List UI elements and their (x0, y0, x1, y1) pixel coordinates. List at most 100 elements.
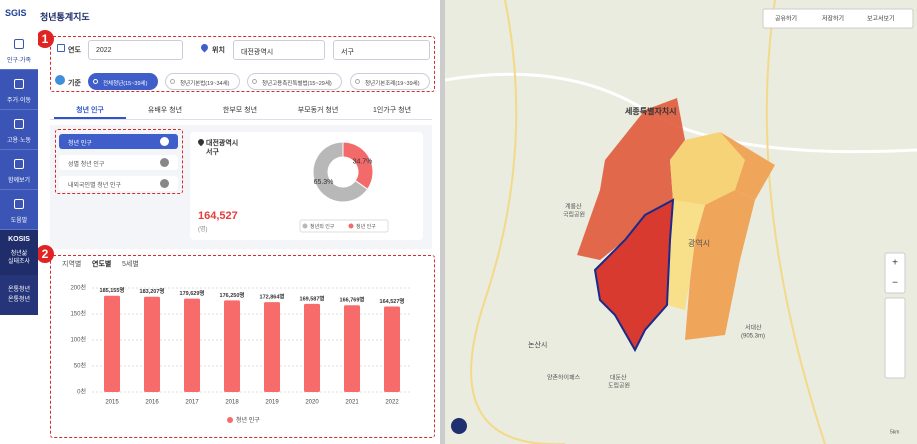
basis-option[interactable]: 청년기본법(19~34세) (165, 73, 240, 90)
district (670, 132, 745, 205)
location-label: 위치 (212, 47, 225, 54)
value-label: 179,629명 (180, 289, 205, 297)
badge: 1 (36, 30, 54, 48)
submenu-item[interactable]: 청년 인구 (59, 134, 178, 149)
x-tick-label: 2016 (145, 400, 159, 406)
sidebar-item[interactable] (0, 150, 38, 190)
basis-option[interactable]: 청년고용촉진특별법(15~29세) (247, 73, 342, 90)
kosis-label: 실태조사 (7, 259, 31, 265)
legend-label: 청년 인구 (356, 223, 376, 230)
sidebar-label[interactable]: 고용·노동 (6, 138, 32, 144)
zoom-out[interactable]: − (892, 278, 898, 289)
y-tick-label: 50천 (74, 362, 86, 370)
value-label: 176,250명 (220, 291, 245, 299)
total-unit: (명) (198, 227, 208, 233)
donut-slice (342, 141, 374, 190)
x-tick-label: 2018 (225, 400, 239, 406)
legend-swatch (302, 223, 308, 229)
tab[interactable]: 부모동거 청년 (297, 107, 339, 114)
sidebar-item[interactable] (0, 110, 38, 150)
logo: SGIS (5, 8, 27, 18)
basis-option[interactable]: 전체청년(15~39세) (88, 73, 158, 90)
tab-divider (50, 119, 432, 120)
y-tick-label: 0천 (77, 388, 86, 396)
map-label: 도립공원 (608, 382, 630, 390)
x-tick-label: 2017 (185, 400, 199, 406)
value-label: 183,207명 (140, 287, 165, 295)
submenu-item[interactable]: 성별 청년 인구 (59, 155, 178, 170)
x-tick-label: 2015 (105, 400, 119, 406)
sidebar-label[interactable]: 인구·가족 (6, 58, 32, 64)
selected-district[interactable] (593, 198, 675, 353)
donut-label: 34.7% (353, 159, 373, 166)
basis-option[interactable]: 청년기본조례(19~39세) (350, 73, 430, 90)
youth-item[interactable] (0, 275, 38, 315)
y-tick-label: 200천 (70, 284, 86, 292)
bar (344, 305, 360, 392)
report-button[interactable]: 보고서보기 (867, 15, 895, 23)
zoom-in[interactable]: + (892, 258, 898, 269)
sidebar-item[interactable] (0, 30, 38, 70)
sidebar-label[interactable]: 주거·이동 (6, 98, 32, 104)
legend-swatch (227, 417, 233, 423)
share-button[interactable]: 공유하기 (775, 15, 797, 23)
legend-swatch (348, 223, 354, 229)
sidebar-label[interactable]: 함께보기 (7, 178, 31, 184)
youth-label: 온통청년 (7, 297, 31, 303)
sidebar-item[interactable] (0, 70, 38, 110)
tab[interactable]: 청년 인구 (76, 107, 104, 114)
sidebar-icon (14, 39, 24, 49)
district-select[interactable]: 서구 (333, 40, 430, 60)
value-label: 164,527명 (380, 297, 405, 305)
bar (184, 298, 200, 392)
map-label: 대둔산 (610, 374, 627, 382)
year-label: 연도 (68, 47, 81, 54)
road (470, 0, 565, 444)
bar (264, 302, 280, 392)
bar (224, 300, 240, 392)
legend-label: 청년외 인구 (310, 223, 335, 230)
bar-chart: 0천 50천 100천 150천 200천 2015 2016 2017 2018 2019 202… (70, 284, 412, 424)
map-tools[interactable] (884, 297, 906, 379)
region-name: 대전광역시 (206, 140, 239, 147)
total-value: 164,527 (198, 210, 238, 222)
map-label: (905.3m) (741, 334, 765, 340)
donut-label: 65.3% (314, 179, 334, 186)
tab[interactable]: 한부모 청년 (222, 107, 258, 114)
calendar-icon (57, 44, 65, 52)
map-label: 논산시 (528, 340, 547, 349)
province-select[interactable]: 대전광역시 (233, 40, 325, 60)
value-label: 172,864명 (260, 293, 285, 301)
chart-tab[interactable]: 연도별 (92, 261, 112, 268)
highlight-box (50, 255, 435, 438)
map-label: 계룡산 (565, 203, 582, 211)
zoom-control (884, 252, 906, 294)
year-select[interactable]: 2022 (88, 40, 183, 60)
tab[interactable]: 1인가구 청년 (372, 107, 412, 114)
arrow-icon (160, 179, 169, 188)
toolbar (762, 8, 914, 29)
radio (355, 79, 360, 84)
kosis-label: 청년삶 (10, 251, 28, 257)
value-label: 169,587명 (300, 294, 325, 302)
sidebar-label[interactable]: 도움말 (10, 218, 28, 224)
district (577, 98, 685, 260)
radio (252, 79, 257, 84)
donut-legend (299, 219, 389, 233)
x-tick-label: 2019 (265, 400, 279, 406)
arrow-icon (160, 158, 169, 167)
sidebar-item[interactable] (0, 190, 38, 230)
legend-button[interactable] (451, 418, 467, 434)
kosis-title: KOSIS (8, 236, 30, 243)
district (667, 200, 705, 310)
submenu-item[interactable]: 내외국인별 청년 인구 (59, 176, 178, 191)
sidebar-icon (14, 79, 24, 89)
chart-tab[interactable]: 5세별 (122, 261, 139, 268)
save-button[interactable]: 저장하기 (822, 15, 844, 23)
donut-slice (312, 141, 369, 203)
map-label: 국립공원 (563, 211, 585, 219)
tab[interactable]: 유배우 청년 (147, 107, 183, 114)
scrollbar (440, 0, 445, 444)
kosis-item[interactable] (0, 230, 38, 275)
chart-tab[interactable]: 지역별 (62, 261, 82, 268)
